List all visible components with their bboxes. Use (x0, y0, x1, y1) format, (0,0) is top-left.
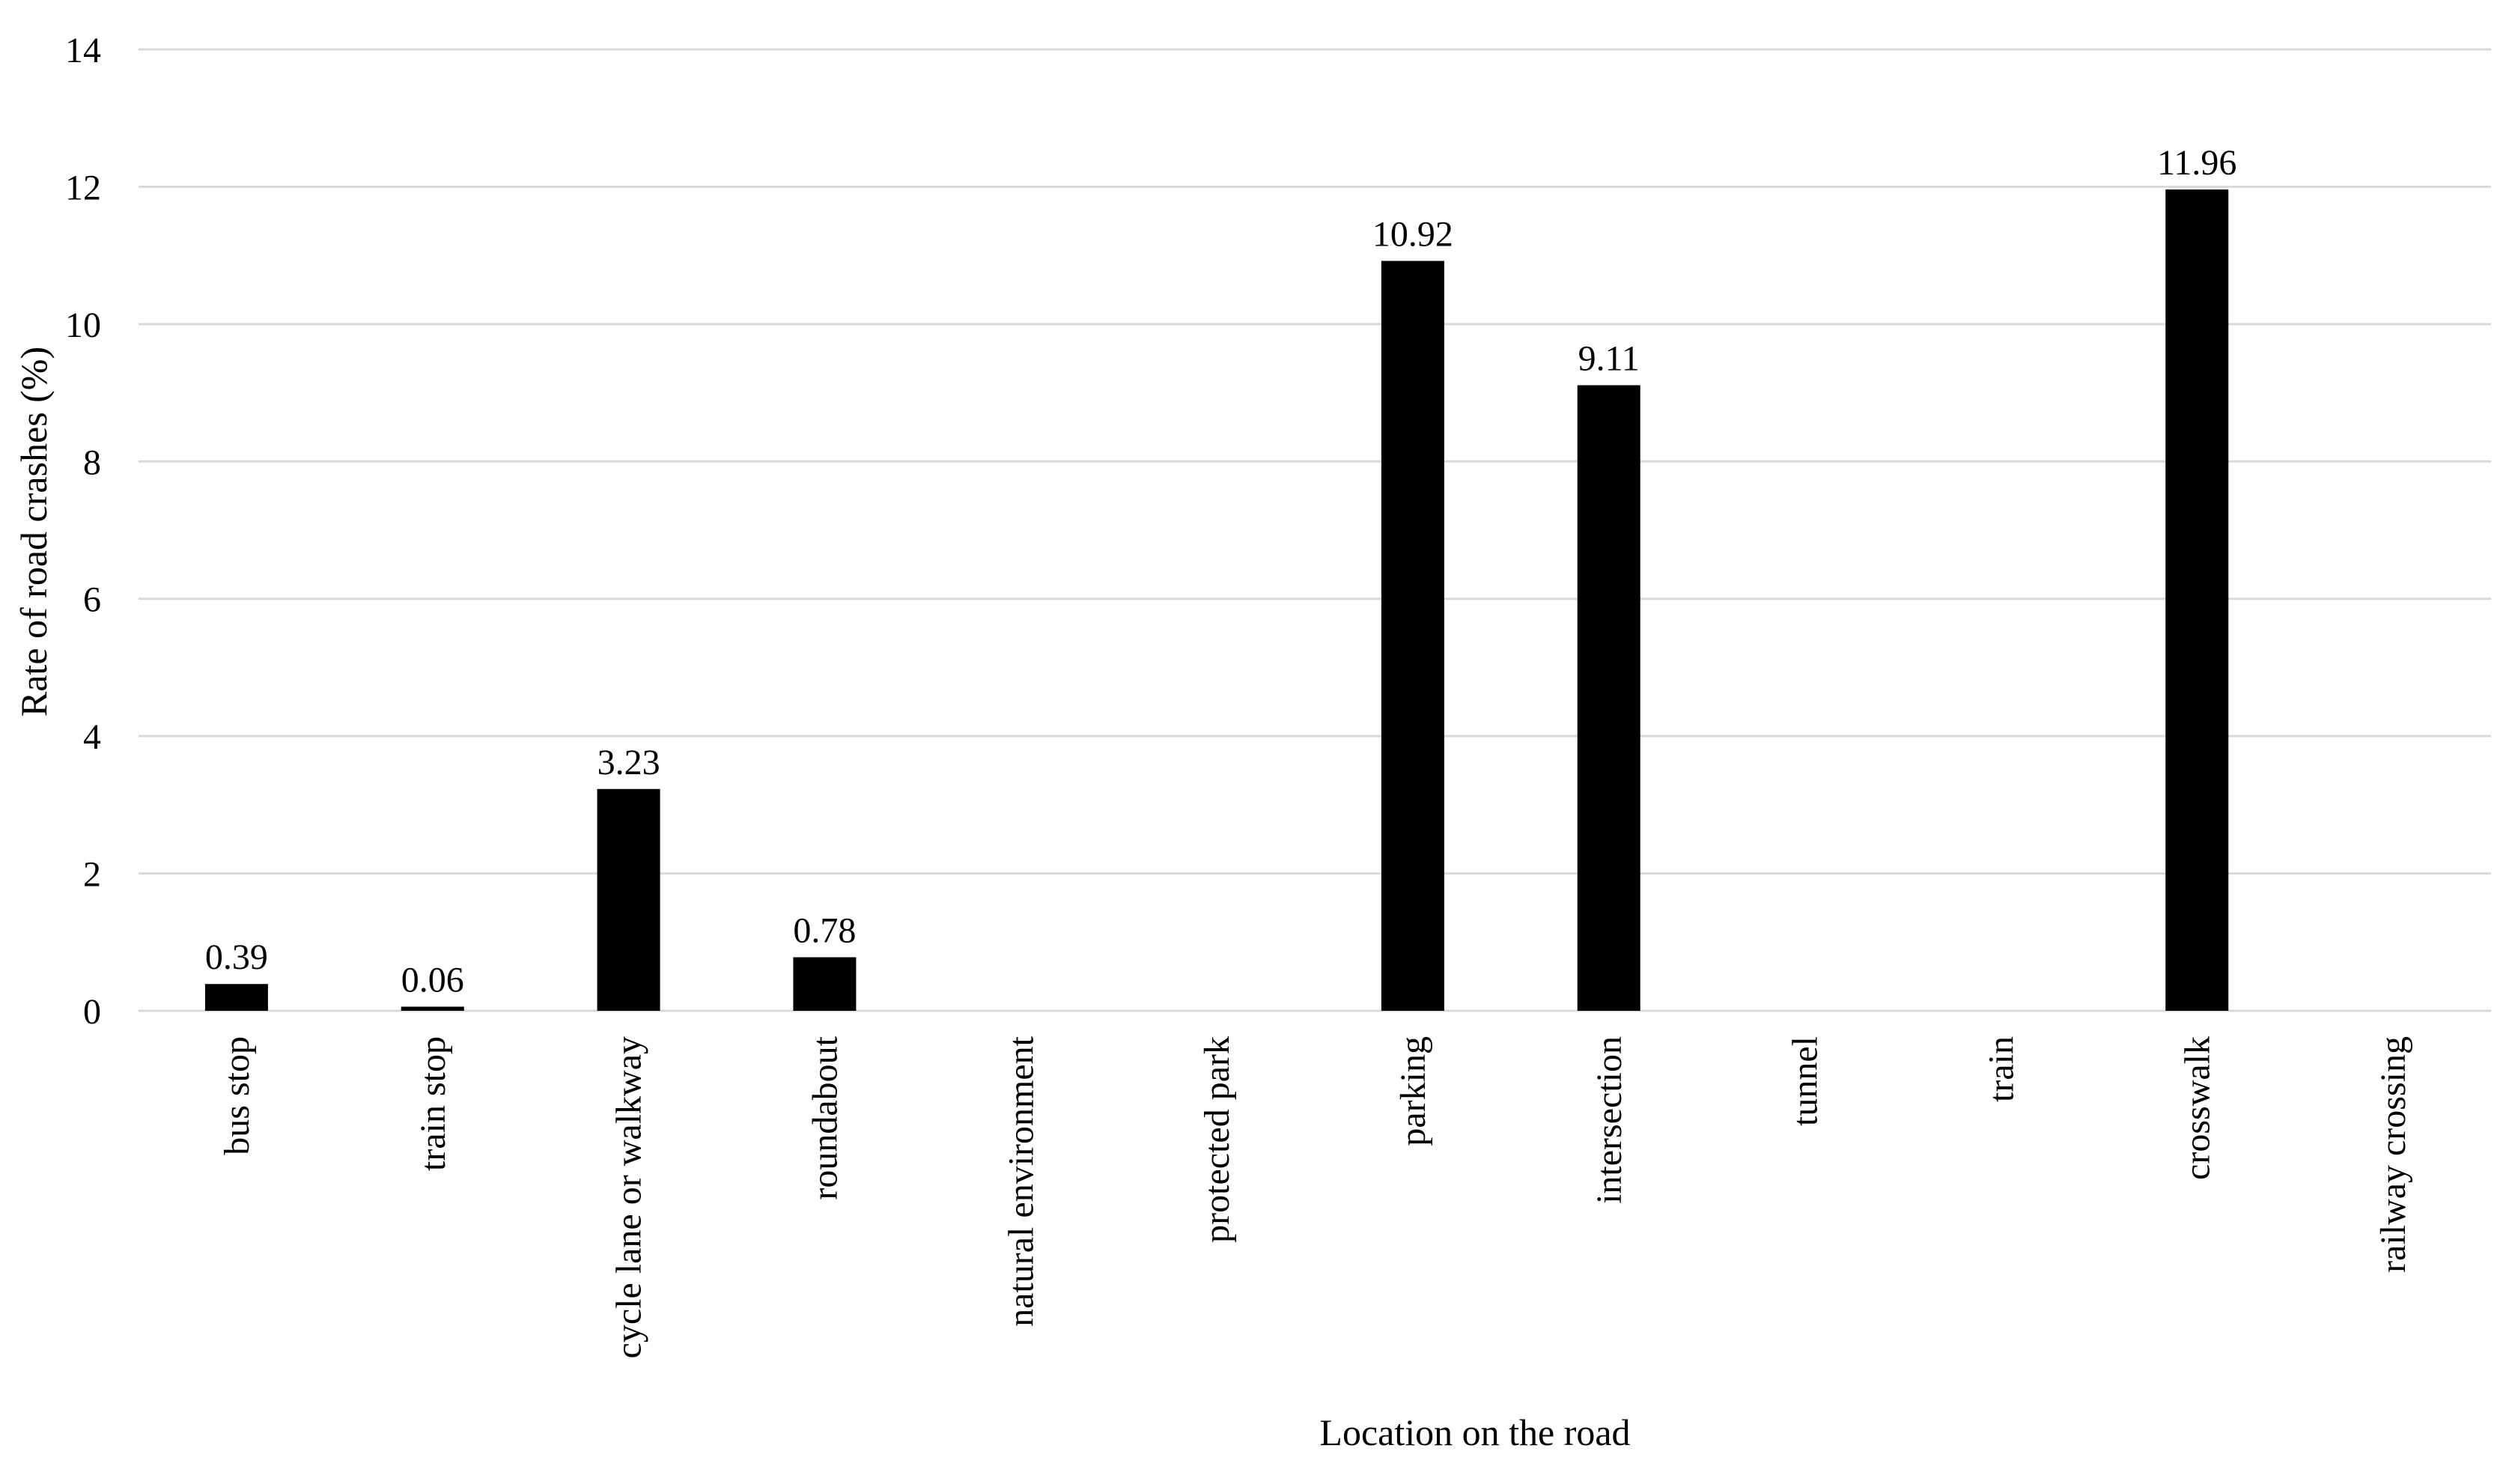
x-tick-label: tunnel (1786, 1036, 1825, 1126)
x-tick-label: bus stop (217, 1036, 257, 1155)
x-tick-label: cycle lane or walkway (609, 1036, 649, 1358)
x-axis-title: Location on the road (1319, 1411, 1630, 1453)
bar (1577, 385, 1640, 1011)
data-label: 11.96 (2157, 143, 2236, 183)
x-tick-label: protected park (1197, 1036, 1237, 1243)
data-label: 0.06 (401, 960, 464, 1000)
y-tick-label: 10 (65, 305, 101, 345)
bar (204, 984, 268, 1011)
y-tick-label: 12 (65, 168, 101, 207)
data-label: 9.11 (1578, 338, 1640, 378)
y-tick-label: 8 (83, 443, 101, 482)
gridlines (139, 48, 2491, 1012)
x-tick-label: parking (1393, 1036, 1433, 1146)
x-tick-label: crosswalk (2177, 1036, 2217, 1180)
data-labels: 0.39 0.06 3.23 0.78 10.92 9.11 11.96 (205, 143, 2236, 1000)
y-tick-label: 4 (83, 717, 101, 757)
x-tick-labels: bus stop train stop cycle lane or walkway r… (217, 1036, 2413, 1358)
y-axis-title: Rate of road crashes (%) (13, 347, 55, 717)
y-tick-label: 0 (83, 992, 101, 1032)
data-label: 0.39 (205, 937, 268, 977)
bars (204, 189, 2229, 1012)
bar (2165, 189, 2229, 1011)
data-label: 10.92 (1372, 214, 1453, 254)
y-tick-label: 2 (83, 855, 101, 895)
x-tick-label: natural environment (1001, 1036, 1041, 1327)
x-tick-label: train (1981, 1036, 2021, 1102)
y-tick-labels: 0 2 4 6 8 10 12 14 (65, 31, 101, 1032)
x-tick-label: train stop (413, 1036, 453, 1171)
y-tick-label: 6 (83, 580, 101, 620)
bar (1381, 261, 1444, 1012)
data-label: 3.23 (597, 743, 660, 782)
bar (401, 1006, 464, 1011)
data-label: 0.78 (793, 910, 856, 950)
y-tick-label: 14 (65, 31, 101, 70)
x-tick-label: railway crossing (2373, 1036, 2413, 1273)
bar (597, 788, 660, 1011)
x-tick-label: intersection (1590, 1036, 1629, 1204)
x-tick-label: roundabout (805, 1036, 845, 1199)
bar (793, 957, 857, 1011)
